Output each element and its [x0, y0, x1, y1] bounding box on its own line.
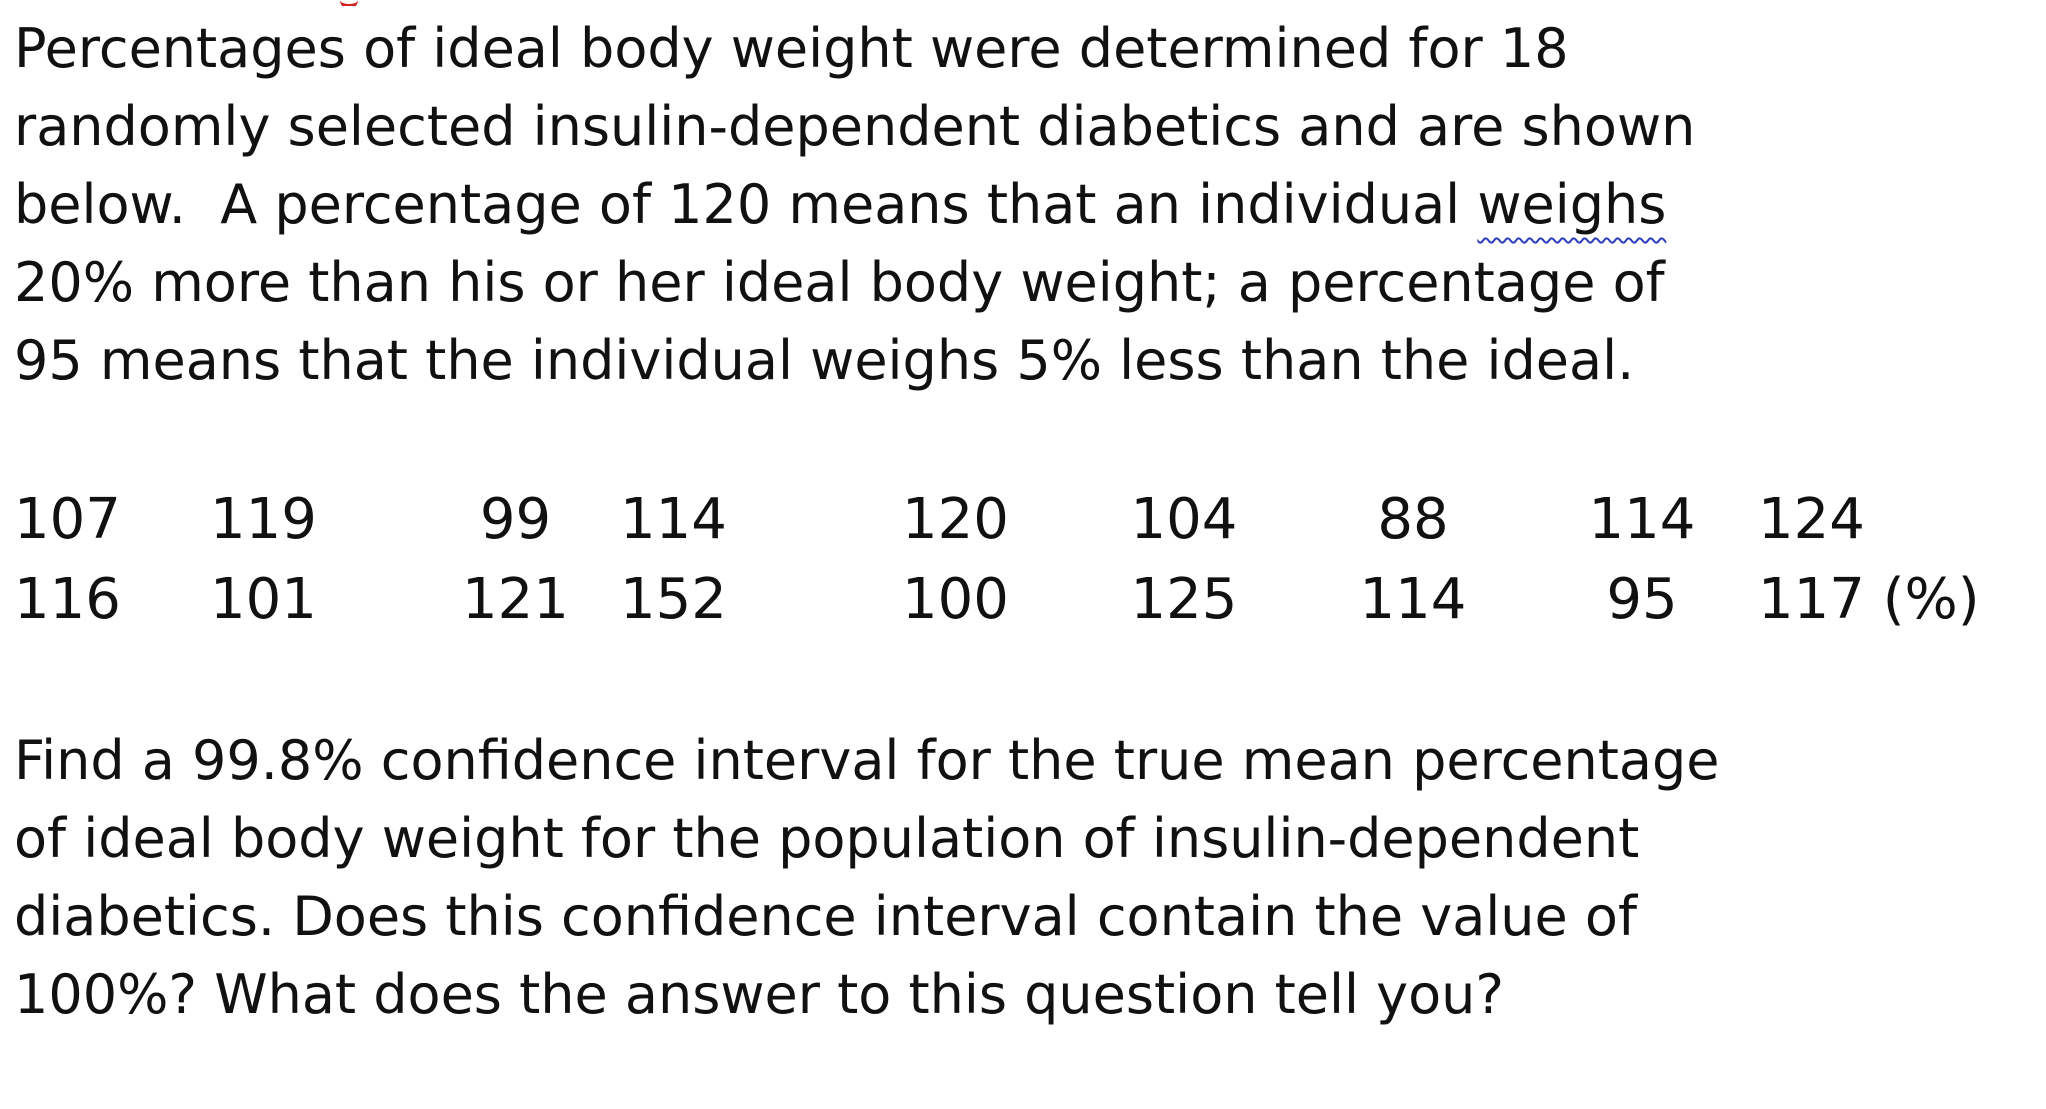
data-cell: 114: [1359, 567, 1467, 632]
question-line-3: diabetics. Does this confidence interval…: [14, 885, 1637, 948]
data-cell: 124: [1758, 487, 1865, 552]
data-cell: 88: [1377, 487, 1449, 552]
question-paragraph: Find a 99.8% confidence interval for the…: [14, 722, 2024, 1034]
data-cell: 101: [210, 567, 317, 632]
intro-line-2: randomly selected insulin-dependent diab…: [14, 95, 1696, 158]
data-cell: 152: [620, 567, 727, 632]
data-cell: 125: [1130, 567, 1238, 632]
question-line-4: 100%? What does the answer to this quest…: [14, 963, 1505, 1026]
data-cell: 95: [1606, 567, 1678, 632]
intro-line-4: 20% more than his or her ideal body weig…: [14, 251, 1665, 314]
spellcheck-flagged-word[interactable]: weighs: [1477, 173, 1667, 236]
intro-line-3: below. A percentage of 120 means that an…: [14, 166, 2024, 244]
data-cell: 117 (%): [1758, 567, 1980, 632]
data-cell: 114: [620, 487, 727, 552]
data-cell: 99: [479, 487, 552, 552]
data-cell: 121: [462, 567, 569, 632]
intro-line-3-text: below. A percentage of 120 means that an…: [14, 173, 1478, 236]
data-row-2: 116 101 121 152 100 125 114 95 117 (%): [14, 560, 1998, 640]
data-cell: 116: [14, 567, 121, 632]
red-bracket-left: [340, 0, 358, 6]
data-cell: 104: [1130, 487, 1238, 552]
data-cell: 114: [1588, 487, 1696, 552]
intro-line-5: 95 means that the individual weighs 5% l…: [14, 329, 1635, 392]
data-cell: 120: [902, 487, 1009, 552]
data-row-1: 107 119 99 114 120 104 88 114 124: [14, 480, 1998, 560]
data-cell: 119: [210, 487, 317, 552]
data-table: 107 119 99 114 120 104 88 114 124 116 10…: [14, 480, 1998, 640]
cropped-heading-fragment: [340, 0, 610, 6]
question-line-2: of ideal body weight for the population …: [14, 807, 1640, 870]
intro-line-1: Percentages of ideal body weight were de…: [14, 17, 1569, 80]
data-cell: 100: [902, 567, 1009, 632]
intro-paragraph: Percentages of ideal body weight were de…: [14, 10, 2024, 400]
data-cell: 107: [14, 487, 121, 552]
question-line-1: Find a 99.8% confidence interval for the…: [14, 729, 1720, 792]
